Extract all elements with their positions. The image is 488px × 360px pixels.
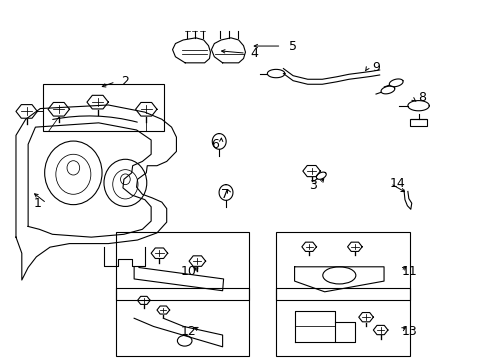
Bar xyxy=(116,288,249,356)
Text: 5: 5 xyxy=(288,40,297,53)
Text: 13: 13 xyxy=(401,325,417,338)
Bar xyxy=(43,84,163,131)
Bar xyxy=(116,232,249,300)
Text: 10: 10 xyxy=(180,265,196,278)
Text: 14: 14 xyxy=(389,177,405,190)
Text: 6: 6 xyxy=(211,138,219,151)
Text: 1: 1 xyxy=(34,197,41,210)
Text: 2: 2 xyxy=(121,75,129,88)
Bar xyxy=(276,288,409,356)
Text: 7: 7 xyxy=(221,188,228,201)
Bar xyxy=(276,232,409,300)
Bar xyxy=(409,119,427,126)
Text: 8: 8 xyxy=(417,91,425,104)
Text: 9: 9 xyxy=(371,61,379,74)
Text: 11: 11 xyxy=(401,265,417,278)
Text: 4: 4 xyxy=(250,47,258,60)
Text: 12: 12 xyxy=(181,325,196,338)
Text: 3: 3 xyxy=(308,179,316,192)
